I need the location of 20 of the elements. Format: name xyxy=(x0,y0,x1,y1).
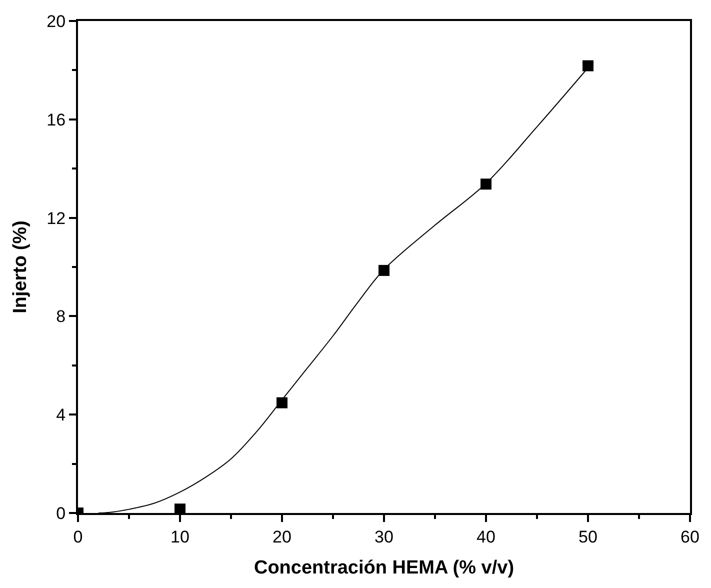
y-tick-label: 16 xyxy=(46,110,66,130)
y-axis-title: Injerto (%) xyxy=(10,220,32,314)
y-tick-label: 4 xyxy=(56,406,66,425)
x-tick-label: 0 xyxy=(73,527,83,546)
point xyxy=(276,397,288,408)
y-tick-label: 8 xyxy=(56,307,66,326)
point xyxy=(174,504,186,513)
point xyxy=(378,264,390,276)
x-tick-label: 30 xyxy=(374,527,394,546)
point xyxy=(582,60,594,72)
y-tick-label: 0 xyxy=(56,504,66,523)
point xyxy=(480,178,492,190)
x-tick-label: 20 xyxy=(272,527,292,546)
x-axis-title: Concentración HEMA (% v/v) xyxy=(254,558,514,579)
x-tick-label: 40 xyxy=(476,527,496,546)
y-tick-label: 12 xyxy=(46,208,66,228)
y-tick-label: 20 xyxy=(46,12,66,31)
x-tick-label: 50 xyxy=(578,527,598,546)
x-tick-label: 60 xyxy=(680,527,700,546)
x-tick-label: 10 xyxy=(170,527,190,546)
